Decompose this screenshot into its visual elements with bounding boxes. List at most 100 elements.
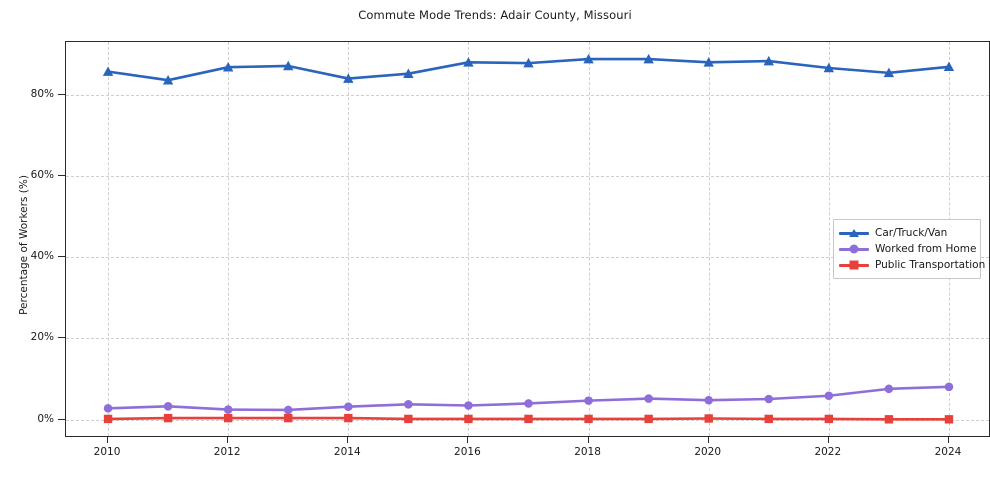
y-tick-mark (58, 175, 65, 177)
data-point (644, 414, 653, 424)
legend-label: Car/Truck/Van (875, 227, 948, 239)
legend-swatch (839, 242, 869, 256)
circle-marker-icon (849, 244, 859, 254)
data-point (103, 414, 113, 424)
legend-swatch (839, 258, 869, 272)
x-tick-label: 2014 (333, 446, 361, 458)
gridline-horizontal (66, 176, 989, 178)
data-point (464, 401, 473, 410)
data-point (284, 413, 293, 423)
data-point (643, 53, 654, 64)
gridline-vertical (348, 42, 350, 436)
data-point (823, 62, 835, 73)
data-point (222, 61, 234, 72)
data-point (704, 395, 713, 405)
data-point (404, 399, 413, 409)
data-point (344, 413, 353, 423)
y-tick-mark (58, 337, 65, 339)
data-point (764, 414, 773, 424)
data-point (403, 68, 414, 78)
data-point (703, 57, 714, 67)
legend-item[interactable]: Worked from Home (839, 241, 977, 257)
data-point (463, 57, 474, 67)
triangle-marker-icon (849, 229, 859, 237)
x-tick-label: 2024 (934, 446, 962, 458)
data-point (884, 384, 894, 394)
y-tick-mark (58, 418, 65, 420)
data-point (944, 382, 954, 392)
data-point (283, 405, 293, 415)
series-worked-from-home (103, 382, 954, 415)
y-tick-label: 80% (30, 87, 54, 100)
x-tick-mark (467, 437, 469, 443)
data-point (283, 60, 294, 71)
square-marker-icon (849, 260, 859, 270)
data-point (524, 414, 533, 424)
series-car-truck-van (102, 53, 955, 85)
gridline-horizontal (66, 257, 989, 259)
y-tick-label: 0% (37, 412, 54, 425)
data-point (223, 413, 233, 423)
gridline-vertical (468, 42, 470, 436)
gridline-horizontal (66, 94, 989, 96)
data-point (704, 414, 713, 423)
plot-inner (66, 42, 989, 436)
data-point (824, 414, 834, 424)
x-tick-mark (947, 437, 949, 443)
data-point (163, 413, 173, 423)
y-tick-label: 20% (30, 331, 54, 344)
x-tick-label: 2012 (213, 446, 241, 458)
data-point (343, 73, 354, 83)
gridline-vertical (228, 42, 230, 436)
x-tick-label: 2022 (814, 446, 842, 458)
x-tick-mark (347, 437, 349, 443)
y-axis-label: Percentage of Workers (%) (18, 175, 30, 315)
series-layer (102, 53, 955, 424)
data-point (102, 66, 114, 76)
chart-legend: Car/Truck/Van Worked from Home Public Tran… (833, 219, 985, 279)
x-tick-label: 2010 (93, 446, 121, 458)
legend-label: Public Transportation (875, 259, 986, 271)
series-public-transportation (103, 413, 954, 424)
y-tick-label: 40% (30, 250, 54, 263)
x-tick-label: 2018 (574, 446, 601, 458)
data-point (584, 396, 593, 405)
data-point (824, 391, 834, 401)
data-point (163, 402, 173, 411)
x-tick-label: 2020 (694, 446, 722, 458)
data-point (644, 394, 653, 403)
data-point (404, 414, 413, 424)
data-point (524, 399, 533, 408)
x-tick-label: 2016 (454, 446, 481, 458)
y-tick-label: 60% (30, 169, 54, 182)
legend-item[interactable]: Public Transportation (839, 257, 985, 273)
data-point (764, 394, 774, 404)
x-tick-mark (827, 437, 829, 443)
legend-swatch (839, 226, 869, 240)
x-tick-mark (107, 437, 109, 443)
x-tick-mark (707, 437, 709, 443)
legend-label: Worked from Home (875, 243, 977, 255)
data-point (344, 402, 353, 412)
gridline-vertical (708, 42, 710, 436)
gridline-vertical (108, 42, 110, 436)
data-point (464, 414, 473, 424)
data-point (943, 61, 955, 72)
data-point (523, 57, 534, 68)
data-point (884, 415, 894, 424)
gridline-vertical (828, 42, 830, 436)
legend-item[interactable]: Car/Truck/Van (839, 225, 974, 241)
data-point (584, 414, 593, 424)
data-point (103, 404, 113, 413)
data-point (162, 74, 174, 85)
data-point (944, 415, 954, 424)
data-point (223, 405, 233, 414)
x-tick-mark (587, 437, 589, 443)
gridline-vertical (588, 42, 590, 436)
data-point (883, 67, 895, 78)
y-tick-mark (58, 93, 65, 95)
data-point (763, 55, 774, 66)
x-tick-mark (227, 437, 229, 443)
chart-title: Commute Mode Trends: Adair County, Misso… (358, 8, 632, 22)
